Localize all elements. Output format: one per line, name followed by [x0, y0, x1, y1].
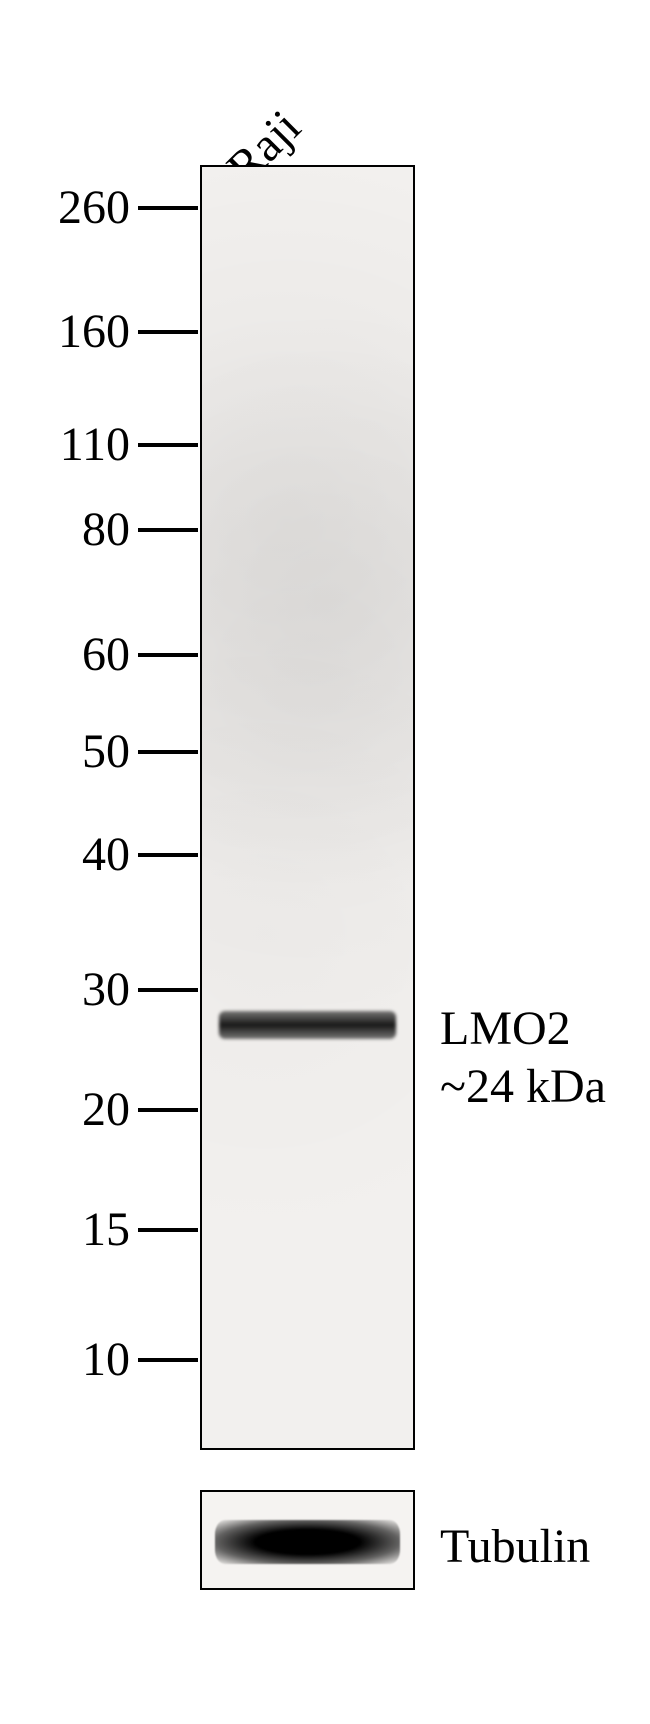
marker-label: 50 [50, 724, 130, 779]
target-size: ~24 kDa [440, 1058, 606, 1116]
marker-tick [138, 853, 198, 857]
marker-label: 160 [50, 304, 130, 359]
marker-label: 20 [50, 1082, 130, 1137]
marker-row-30: 30 [50, 962, 198, 1017]
loading-control-membrane [200, 1490, 415, 1590]
target-annotation: LMO2 ~24 kDa [440, 1000, 606, 1115]
marker-tick [138, 443, 198, 447]
marker-tick [138, 1358, 198, 1362]
marker-tick [138, 653, 198, 657]
marker-tick [138, 750, 198, 754]
marker-label: 15 [50, 1202, 130, 1257]
marker-row-15: 15 [50, 1202, 198, 1257]
marker-row-80: 80 [50, 502, 198, 557]
marker-tick [138, 988, 198, 992]
target-name: LMO2 [440, 1000, 606, 1058]
marker-tick [138, 206, 198, 210]
marker-row-110: 110 [50, 417, 198, 472]
marker-label: 30 [50, 962, 130, 1017]
marker-tick [138, 1228, 198, 1232]
marker-label: 60 [50, 627, 130, 682]
marker-label: 80 [50, 502, 130, 557]
marker-tick [138, 1108, 198, 1112]
marker-tick [138, 528, 198, 532]
marker-label: 260 [50, 180, 130, 235]
marker-row-260: 260 [50, 180, 198, 235]
marker-row-40: 40 [50, 827, 198, 882]
blot-background-noise [202, 167, 413, 1448]
target-band-lmo2 [219, 1011, 396, 1039]
marker-label: 110 [50, 417, 130, 472]
marker-row-160: 160 [50, 304, 198, 359]
marker-row-20: 20 [50, 1082, 198, 1137]
western-blot-figure: Raji 2601601108060504030201510 LMO2 ~24 … [0, 0, 650, 1724]
loading-control-band [215, 1520, 401, 1564]
loading-control-label: Tubulin [440, 1518, 590, 1576]
marker-row-10: 10 [50, 1332, 198, 1387]
marker-label: 40 [50, 827, 130, 882]
marker-row-50: 50 [50, 724, 198, 779]
main-blot-membrane [200, 165, 415, 1450]
marker-tick [138, 330, 198, 334]
marker-row-60: 60 [50, 627, 198, 682]
marker-label: 10 [50, 1332, 130, 1387]
